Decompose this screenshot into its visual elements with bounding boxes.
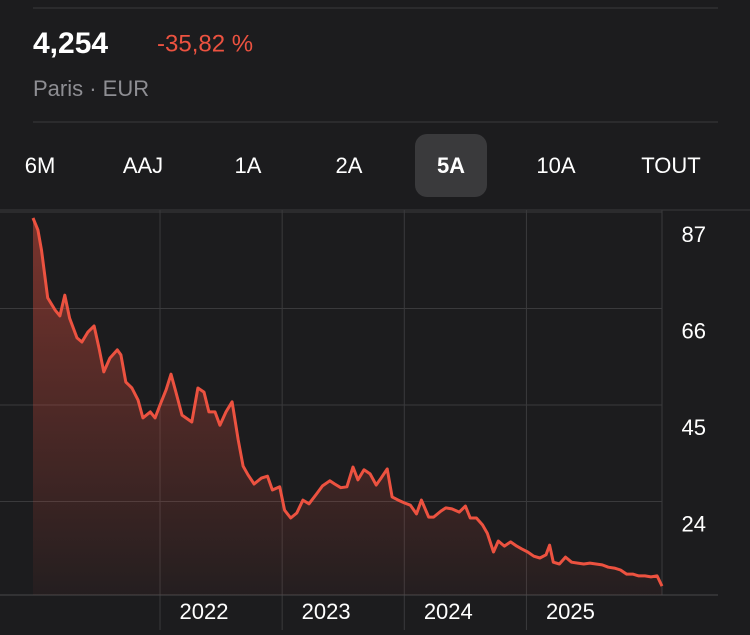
chart: 24 45 66 87 2022 2023 2024 2025 [0, 210, 718, 630]
range-tab[interactable]: AAJ [123, 153, 163, 178]
range-tab[interactable]: 5A [437, 153, 465, 178]
range-tab[interactable]: 10A [536, 153, 575, 178]
range-tab[interactable]: 6M [25, 153, 56, 178]
range-tab[interactable]: 2A [336, 153, 363, 178]
x-tick-label: 2022 [180, 599, 229, 624]
y-tick-label: 66 [682, 318, 706, 343]
area-fill [33, 218, 662, 595]
y-tick-label: 87 [682, 222, 706, 247]
y-tick-label: 24 [682, 511, 706, 536]
range-tab[interactable]: TOUT [641, 153, 700, 178]
range-tab[interactable]: 1A [235, 153, 262, 178]
change: -35,82 % [157, 30, 253, 57]
price-line [31, 217, 664, 587]
price: 4,254 [33, 27, 108, 60]
x-tick-label: 2023 [302, 599, 351, 624]
range-tabs: 6M AAJ 1A 2A 5A 10A TOUT [25, 134, 701, 197]
x-tick-label: 2025 [546, 599, 595, 624]
market: Paris · EUR [33, 76, 149, 101]
tab-selected-bg [415, 134, 487, 197]
x-tick-label: 2024 [424, 599, 473, 624]
y-tick-label: 45 [682, 415, 706, 440]
